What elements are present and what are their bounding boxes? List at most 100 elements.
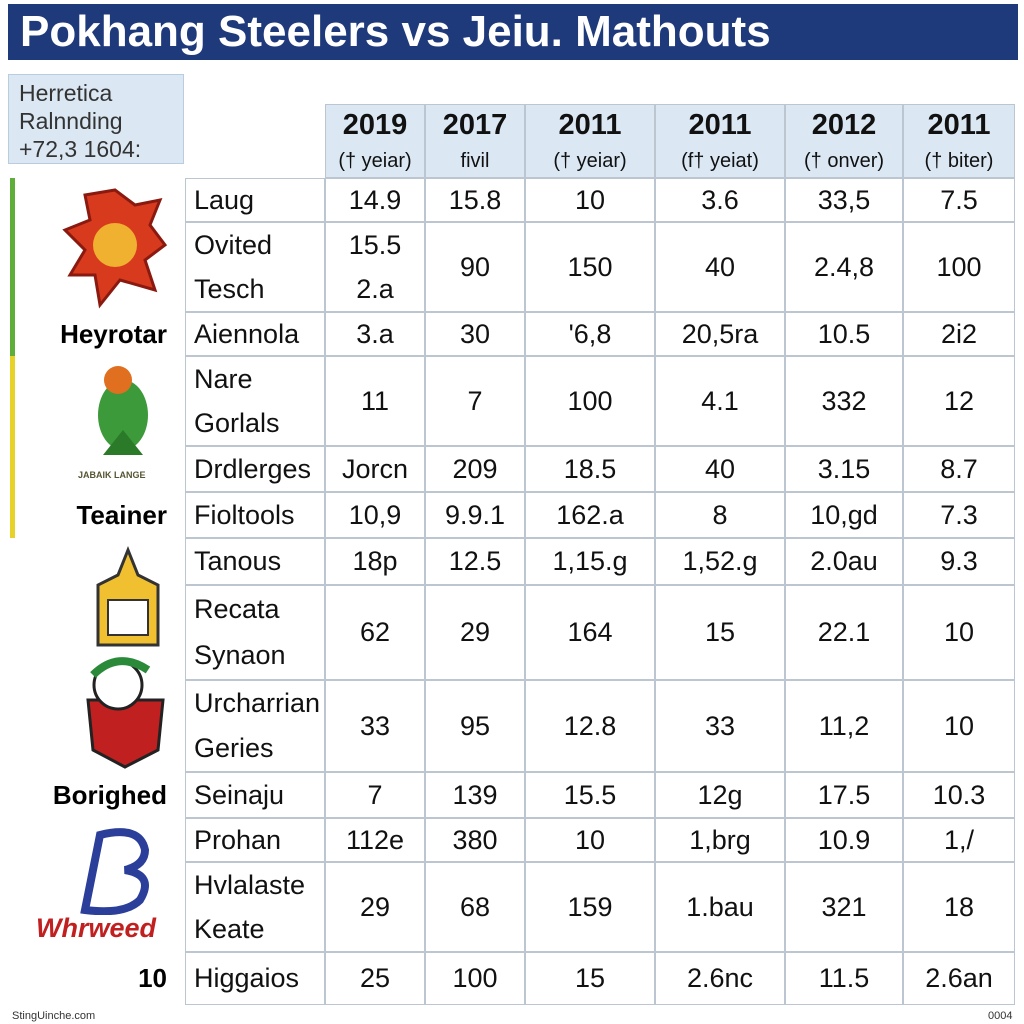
cell-value: 10	[943, 617, 975, 647]
cell-value: 18p	[352, 546, 398, 576]
cell-value: 22.1	[817, 617, 871, 647]
column-sub: († yeiar)	[553, 150, 627, 172]
cell-value: 3.6	[701, 184, 739, 215]
cell-value: 7	[367, 779, 383, 810]
table-cell: 18.5	[525, 446, 655, 492]
cell-value: 2.6an	[925, 963, 993, 993]
table-cell: Jorcn	[325, 446, 425, 492]
table-cell: 15.5 2.a	[325, 222, 425, 312]
table-cell: 4.1	[655, 356, 785, 446]
row-name: Tanous	[185, 538, 325, 585]
cell-value: 332	[821, 385, 867, 416]
table-cell: 12g	[655, 772, 785, 818]
cell-value: 3.a	[356, 318, 394, 349]
cell-value: 162.a	[556, 499, 624, 530]
cell-value: 321	[821, 891, 867, 922]
side-line: +72,3 1604:	[19, 136, 142, 162]
cell-value: 29	[359, 891, 391, 922]
table-cell: 30	[425, 312, 525, 356]
cell-value: '6,8	[568, 318, 612, 349]
footer-right: 0004	[988, 1010, 1013, 1022]
cell-value: 11	[360, 385, 390, 416]
column-year: 2017	[442, 109, 508, 141]
table-cell: 62	[325, 585, 425, 680]
table-cell: 10	[525, 818, 655, 862]
row-name: Fioltools	[185, 492, 325, 538]
table-cell: 15	[655, 585, 785, 680]
cell-value: 95	[459, 710, 491, 741]
cell-value: 10.3	[932, 779, 986, 810]
table-cell: 10,9	[325, 492, 425, 538]
table-cell: 17.5	[785, 772, 903, 818]
side-line: Ralnnding	[19, 108, 123, 134]
table-cell: 33,5	[785, 178, 903, 222]
cell-value: 20,5ra	[681, 318, 759, 349]
table-cell: 150	[525, 222, 655, 312]
cell-value: 2i2	[940, 318, 978, 349]
column-year: 2011	[558, 109, 622, 141]
cell-value: 7.5	[940, 184, 978, 215]
table-cell: 90	[425, 222, 525, 312]
name-line: Ovited	[194, 229, 273, 260]
table-cell: 100	[525, 356, 655, 446]
side-line: Herretica	[19, 80, 113, 106]
cell-value: 15.8	[448, 184, 502, 215]
cell-value: 1,15.g	[552, 546, 628, 576]
row-name: Hvlalaste Keate	[185, 862, 325, 952]
cell-value: 164	[567, 617, 613, 647]
cell-value: 29	[459, 617, 491, 647]
cell-value: 1.bau	[686, 891, 754, 922]
cell-value: 90	[459, 251, 491, 282]
table-cell: 7.5	[903, 178, 1015, 222]
table-cell: 2.6an	[903, 952, 1015, 1005]
row-name: Prohan	[185, 818, 325, 862]
logo-text: Whrweed	[36, 913, 157, 943]
cell-value: 12.5	[448, 546, 502, 576]
table-cell: 12.8	[525, 680, 655, 772]
cell-value: 33,5	[817, 184, 871, 215]
name-line: Prohan	[194, 824, 282, 855]
cell-value: 150	[567, 251, 613, 282]
name-line: Nare	[194, 363, 253, 394]
group-label: Teainer	[76, 499, 167, 530]
cell-value: 40	[704, 251, 736, 282]
table-cell: 209	[425, 446, 525, 492]
table-cell: 3.6	[655, 178, 785, 222]
table-cell: 11,2	[785, 680, 903, 772]
accent-bar	[10, 178, 15, 356]
table-cell: 10.5	[785, 312, 903, 356]
column-header: 2019 († yeiar)	[325, 104, 425, 178]
cell-value: 12.8	[563, 710, 617, 741]
column-year: 2019	[342, 109, 408, 141]
cell-value: 7	[467, 385, 483, 416]
column-header: 2012 († onver)	[785, 104, 903, 178]
table-cell: 33	[655, 680, 785, 772]
table-cell: 11	[325, 356, 425, 446]
table-cell: 380	[425, 818, 525, 862]
table-cell: 15.8	[425, 178, 525, 222]
cell-value: 62	[359, 617, 391, 647]
building-logo	[96, 545, 160, 647]
table-cell: 29	[425, 585, 525, 680]
footer-left: StingUinche.com	[12, 1010, 96, 1022]
lion-logo	[62, 188, 168, 309]
cell-value: 15	[574, 963, 606, 993]
cell-value: 100	[567, 385, 613, 416]
name-line: Tanous	[194, 546, 282, 576]
table-cell: '6,8	[525, 312, 655, 356]
table-cell: 2.6nc	[655, 952, 785, 1005]
cell-value: 7.3	[940, 499, 978, 530]
cell-value: 14.9	[348, 184, 402, 215]
table-cell: 68	[425, 862, 525, 952]
cell-value: 1,52.g	[682, 546, 758, 576]
accent-bar	[10, 356, 15, 538]
cell-value: 12	[943, 385, 975, 416]
cell-value: 100	[936, 251, 982, 282]
table-cell: 100	[903, 222, 1015, 312]
cell-value: 2.a	[356, 273, 394, 304]
column-header: 2017 fivil	[425, 104, 525, 178]
cell-value: 2.0au	[810, 546, 878, 576]
row-name: Aiennola	[185, 312, 325, 356]
cell-value: 33	[359, 710, 391, 741]
cell-value: 12g	[697, 779, 743, 810]
